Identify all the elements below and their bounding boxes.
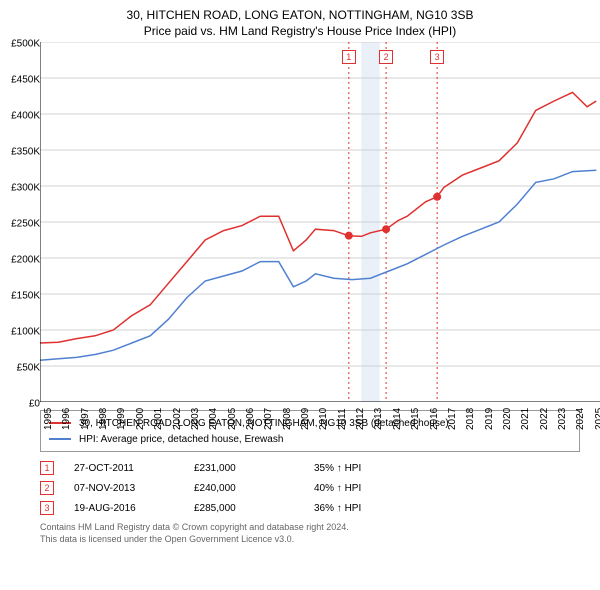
x-tick-label: 2003 bbox=[190, 408, 201, 430]
sale-marker-badge: 2 bbox=[379, 50, 393, 64]
x-tick-label: 2025 bbox=[594, 408, 600, 430]
sale-date: 27-OCT-2011 bbox=[74, 463, 194, 474]
sale-date: 07-NOV-2013 bbox=[74, 483, 194, 494]
x-tick-label: 2011 bbox=[337, 408, 348, 430]
chart-svg bbox=[40, 42, 600, 402]
x-tick-label: 2005 bbox=[227, 408, 238, 430]
legend-row-hpi: HPI: Average price, detached house, Erew… bbox=[49, 431, 571, 447]
x-tick-label: 2008 bbox=[282, 408, 293, 430]
sale-row: 3 19-AUG-2016£285,00036% ↑ HPI bbox=[40, 498, 580, 518]
chart-plot-area: 1 2 3 bbox=[40, 42, 600, 402]
sale-row: 1 27-OCT-2011£231,00035% ↑ HPI bbox=[40, 458, 580, 478]
x-tick-label: 2023 bbox=[557, 408, 568, 430]
x-tick-label: 1998 bbox=[98, 408, 109, 430]
sale-marker-badge: 1 bbox=[342, 50, 356, 64]
title-line-2: Price paid vs. HM Land Registry's House … bbox=[0, 24, 600, 38]
x-tick-label: 2016 bbox=[429, 408, 440, 430]
x-tick-label: 1997 bbox=[80, 408, 91, 430]
y-axis-labels: £0£50K£100K£150K£200K£250K£300K£350K£400… bbox=[0, 44, 40, 404]
footnote-line-1: Contains HM Land Registry data © Crown c… bbox=[40, 522, 580, 534]
sale-badge: 3 bbox=[40, 501, 54, 515]
sale-date: 19-AUG-2016 bbox=[74, 503, 194, 514]
x-tick-label: 2009 bbox=[300, 408, 311, 430]
x-tick-label: 2018 bbox=[465, 408, 476, 430]
legend-label-hpi: HPI: Average price, detached house, Erew… bbox=[79, 434, 283, 445]
x-tick-label: 2004 bbox=[208, 408, 219, 430]
x-tick-label: 2014 bbox=[392, 408, 403, 430]
footnote-line-2: This data is licensed under the Open Gov… bbox=[40, 534, 580, 546]
x-tick-label: 2002 bbox=[172, 408, 183, 430]
y-tick-label: £250K bbox=[2, 219, 40, 230]
sale-badge: 2 bbox=[40, 481, 54, 495]
y-tick-label: £300K bbox=[2, 183, 40, 194]
x-tick-label: 2015 bbox=[410, 408, 421, 430]
x-tick-label: 2007 bbox=[263, 408, 274, 430]
y-tick-label: £400K bbox=[2, 111, 40, 122]
sale-marker-badge: 3 bbox=[430, 50, 444, 64]
x-tick-label: 2017 bbox=[447, 408, 458, 430]
x-tick-label: 2012 bbox=[355, 408, 366, 430]
x-axis-labels: 1995 1996 1997 1998 1999 2000 2001 2002 2003 2004… bbox=[40, 402, 600, 432]
y-tick-label: £350K bbox=[2, 147, 40, 158]
x-tick-label: 2020 bbox=[502, 408, 513, 430]
y-tick-label: £500K bbox=[2, 39, 40, 50]
x-tick-label: 1996 bbox=[61, 408, 72, 430]
x-tick-label: 2001 bbox=[153, 408, 164, 430]
x-tick-label: 2019 bbox=[484, 408, 495, 430]
x-tick-label: 2006 bbox=[245, 408, 256, 430]
sales-table: 1 27-OCT-2011£231,00035% ↑ HPI 2 07-NOV-201… bbox=[40, 458, 580, 518]
y-tick-label: £50K bbox=[2, 363, 40, 374]
sale-diff: 40% ↑ HPI bbox=[314, 483, 434, 494]
title-line-1: 30, HITCHEN ROAD, LONG EATON, NOTTINGHAM… bbox=[0, 8, 600, 22]
y-tick-label: £150K bbox=[2, 291, 40, 302]
chart-container: 30, HITCHEN ROAD, LONG EATON, NOTTINGHAM… bbox=[0, 0, 600, 590]
x-tick-label: 1999 bbox=[116, 408, 127, 430]
sale-price: £240,000 bbox=[194, 483, 314, 494]
x-tick-label: 2000 bbox=[135, 408, 146, 430]
title-block: 30, HITCHEN ROAD, LONG EATON, NOTTINGHAM… bbox=[0, 0, 600, 42]
y-tick-label: £0 bbox=[2, 399, 40, 410]
sale-diff: 36% ↑ HPI bbox=[314, 503, 434, 514]
sale-price: £231,000 bbox=[194, 463, 314, 474]
x-tick-label: 2021 bbox=[520, 408, 531, 430]
y-tick-label: £450K bbox=[2, 75, 40, 86]
y-tick-label: £200K bbox=[2, 255, 40, 266]
x-tick-label: 2013 bbox=[373, 408, 384, 430]
sale-diff: 35% ↑ HPI bbox=[314, 463, 434, 474]
y-tick-label: £100K bbox=[2, 327, 40, 338]
legend-swatch-hpi bbox=[49, 438, 71, 440]
x-tick-label: 2022 bbox=[539, 408, 550, 430]
sale-badge: 1 bbox=[40, 461, 54, 475]
x-tick-label: 1995 bbox=[43, 408, 54, 430]
sale-price: £285,000 bbox=[194, 503, 314, 514]
x-tick-label: 2010 bbox=[318, 408, 329, 430]
footnote: Contains HM Land Registry data © Crown c… bbox=[40, 522, 580, 545]
sale-row: 2 07-NOV-2013£240,00040% ↑ HPI bbox=[40, 478, 580, 498]
x-tick-label: 2024 bbox=[575, 408, 586, 430]
